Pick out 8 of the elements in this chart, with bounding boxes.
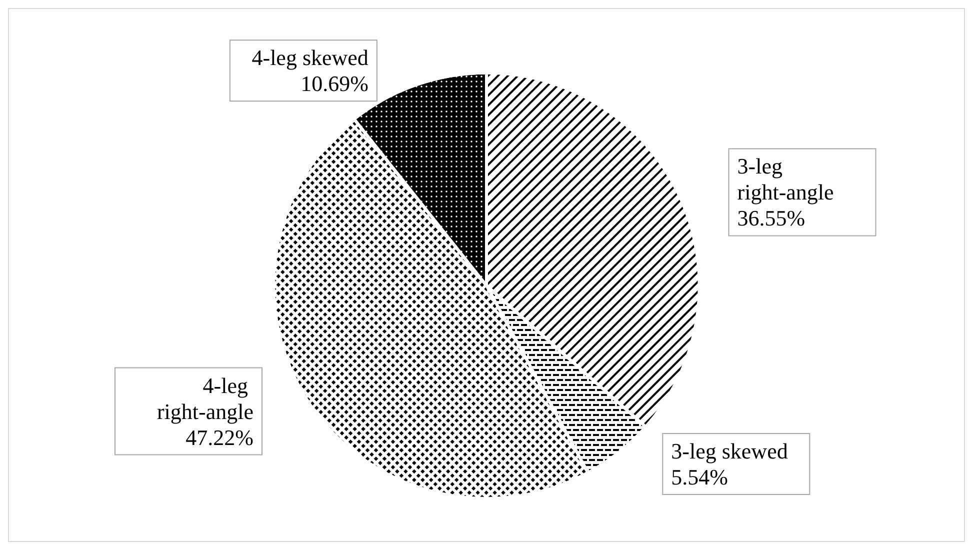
slice-label: 3-leg right-angle xyxy=(737,154,834,205)
data-label: 47.22% xyxy=(186,424,254,450)
slice-label: 4-leg skewed xyxy=(252,45,368,70)
data-label: 36.55% xyxy=(737,206,806,231)
slice-label: 4-leg right-angle xyxy=(156,372,254,424)
slice-label: 3-leg skewed xyxy=(671,438,788,464)
data-label: 10.69% xyxy=(300,71,368,96)
data-label: 5.54% xyxy=(671,464,728,490)
